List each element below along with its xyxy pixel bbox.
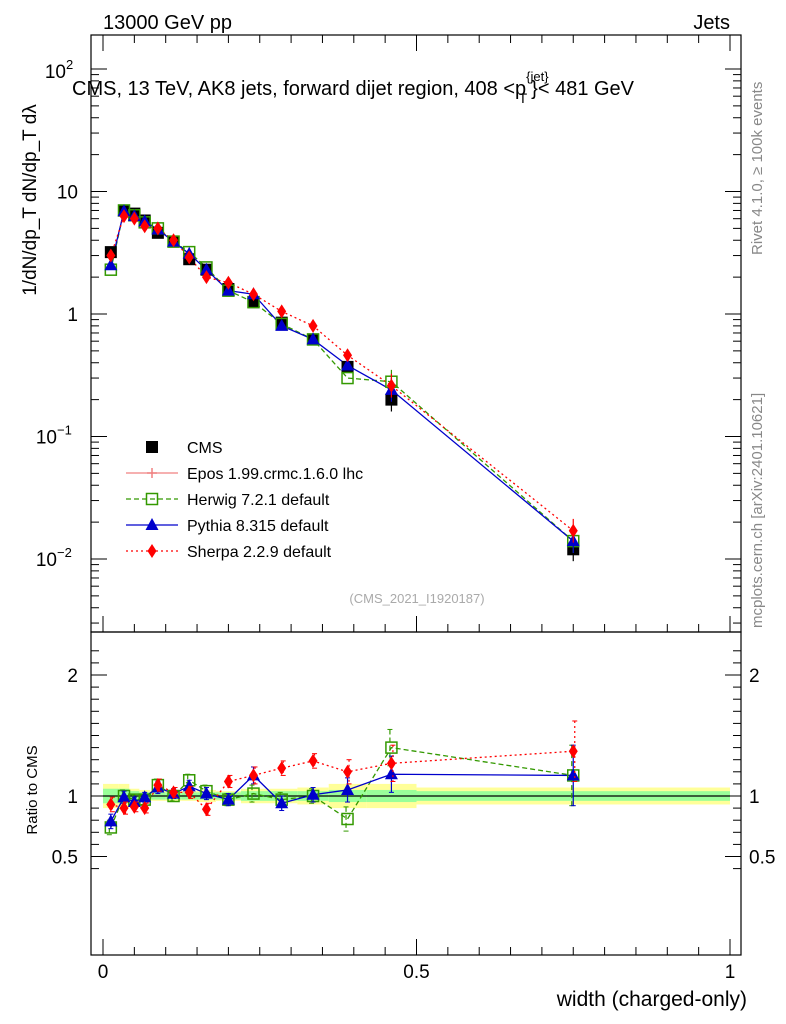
chart-title: CMS, 13 TeV, AK8 jets, forward dijet reg… [72, 69, 635, 106]
ratio-axis-ticks: 0.5 0.5 1 1 2 2 [52, 650, 775, 870]
sherpa-point [140, 219, 150, 234]
pythia-ratio-point [138, 790, 152, 803]
pythia-ratio-point [341, 782, 355, 795]
sherpa-ratio-point [153, 778, 163, 793]
sherpa-point [248, 287, 258, 302]
chart-title-main: CMS, 13 TeV, AK8 jets, forward dijet reg… [72, 78, 526, 100]
y-tick-exponent: −2 [57, 545, 72, 560]
sherpa-point [119, 209, 129, 224]
pythia-point [199, 262, 213, 275]
pythia-ratio-point [221, 792, 235, 805]
sherpa-point [153, 221, 163, 236]
pythia-point [306, 332, 320, 345]
y-tick-exponent: −1 [57, 423, 72, 438]
sherpa-point [223, 275, 233, 290]
y-axis-label: 1/dN/dp_T dN/dp_T dλ [20, 104, 41, 296]
sherpa-ratio-point [119, 801, 129, 816]
ratio-y-axis-label: Ratio to CMS [24, 745, 41, 834]
pythia-ratio-point [182, 779, 196, 792]
sherpa-point [343, 348, 353, 363]
sherpa-point [106, 248, 116, 263]
sherpa-ratio-point [140, 801, 150, 816]
sherpa-ratio-point [184, 785, 194, 800]
analysis-id: (CMS_2021_I1920187) [349, 591, 484, 606]
y-tick-label: 10 [57, 183, 78, 204]
legend-marker [145, 518, 159, 530]
legend: CMS Epos 1.99.crmc.1.6.0 lhc Herwig 7.2.1 … [126, 440, 363, 561]
herwig-ratio-point [247, 787, 260, 800]
chart-title-tail: }< 481 GeV [531, 78, 635, 100]
x-axis-label: width (charged-only) [556, 988, 747, 1011]
sherpa-point [386, 378, 396, 393]
category-label: Jets [693, 12, 730, 34]
main-plot-frame [90, 34, 742, 633]
mcplots-label: mcplots.cern.ch [arXiv:2401.10621] [749, 393, 766, 628]
sherpa-ratio-point [223, 774, 233, 789]
ratio-tick-label-right: 2 [749, 666, 760, 687]
sherpa-ratio-point [343, 764, 353, 779]
sherpa-ratio-point [308, 753, 318, 768]
sherpa-point [184, 250, 194, 265]
pythia-ratio-point [306, 787, 320, 800]
sherpa-ratio-point [277, 761, 287, 776]
ratio-tick-label: 0.5 [52, 848, 78, 869]
pythia-point [275, 318, 289, 331]
sherpa-point [568, 523, 578, 538]
ratio-uncertainty-band [103, 783, 730, 809]
pythia-ratio-point [104, 814, 118, 827]
legend-label: Epos 1.99.crmc.1.6.0 lhc [187, 466, 363, 483]
herwig-ratio-point [385, 741, 398, 754]
legend-marker [147, 468, 157, 478]
pythia-ratio-point [275, 796, 289, 809]
pythia-point [104, 258, 118, 271]
sherpa-ratio-point [169, 785, 179, 800]
sherpa-ratio-point [568, 744, 578, 759]
ratio-tick-label-right: 1 [749, 787, 760, 808]
pythia-ratio-point [199, 786, 213, 799]
herwig-point [341, 371, 354, 385]
sherpa-ratio-point [201, 802, 211, 817]
chart-title-sup: {jet} [526, 69, 549, 84]
legend-label: Herwig 7.2.1 default [187, 492, 330, 509]
main-series-group [104, 204, 580, 562]
sherpa-point [129, 211, 139, 226]
legend-label: CMS [187, 440, 223, 457]
legend-marker [145, 492, 159, 506]
sherpa-ratio-point [106, 797, 116, 812]
sherpa-point [201, 270, 211, 285]
ratio-tick-label: 1 [67, 787, 78, 808]
sherpa-ratio-point [386, 756, 396, 771]
legend-label: Sherpa 2.2.9 default [187, 544, 332, 561]
ratio-tick-label: 2 [67, 666, 78, 687]
y-tick-label: 10 [36, 550, 57, 571]
y-tick-label: 10 [45, 62, 66, 83]
y-tick-exponent: 2 [66, 57, 73, 72]
legend-marker [146, 441, 158, 453]
x-tick-label: 1 [725, 962, 736, 983]
pythia-ratio-point [566, 768, 580, 781]
cms-point [247, 296, 260, 309]
rivet-label: Rivet 4.1.0, ≥ 100k events [749, 82, 766, 255]
y-tick-label: 1 [67, 305, 78, 326]
legend-label: Pythia 8.315 default [187, 518, 329, 535]
pythia-ratio-point [384, 767, 398, 780]
sherpa-ratio-point [129, 799, 139, 814]
x-tick-label: 0 [98, 962, 109, 983]
ratio-tick-label-right: 0.5 [749, 848, 775, 869]
sherpa-point [277, 304, 287, 319]
y-tick-label: 10 [36, 428, 57, 449]
ratio-series-group [104, 720, 580, 836]
energy-label: 13000 GeV pp [103, 12, 232, 34]
chart-title-sub: T [519, 90, 528, 106]
herwig-ratio-point [341, 812, 354, 826]
pythia-point [341, 358, 355, 371]
sherpa-ratio-point [248, 768, 258, 783]
sherpa-point [169, 233, 179, 248]
legend-marker [147, 544, 157, 558]
pythia-ratio-point [117, 790, 131, 803]
sherpa-point [308, 318, 318, 333]
x-tick-label: 0.5 [403, 962, 429, 983]
